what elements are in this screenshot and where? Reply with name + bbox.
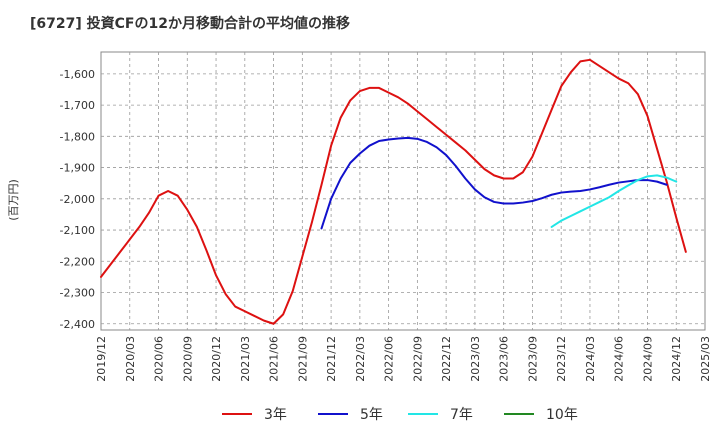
y-tick-label: -2,400 [60, 318, 95, 331]
x-tick-label: 2020/06 [153, 336, 166, 382]
x-tick-label: 2022/09 [411, 336, 424, 382]
x-tick-label: 2022/12 [440, 336, 453, 382]
x-tick-label: 2024/06 [613, 336, 626, 382]
x-tick-label: 2023/12 [555, 336, 568, 382]
grid-lines [101, 52, 705, 330]
series-line-5年 [320, 136, 668, 230]
x-tick-label: 2022/03 [354, 336, 367, 382]
x-tick-label: 2025/03 [699, 336, 712, 382]
series-lines [100, 58, 687, 325]
x-tick-label: 2019/12 [95, 336, 108, 382]
x-axis-ticks: 2019/12 2020/03 2020/06 2020/09 2020/12 2021/… [95, 336, 712, 382]
y-tick-label: -1,600 [60, 68, 95, 81]
y-axis-label: (百万円) [7, 179, 20, 221]
y-axis-ticks: -2,400 -2,300 -2,200 -2,100 -2,000 -1,900 -1,8… [60, 68, 95, 331]
legend-label: 5年 [360, 407, 383, 423]
x-tick-label: 2024/03 [584, 336, 597, 382]
legend-label: 10年 [546, 407, 578, 423]
x-tick-label: 2020/09 [181, 336, 194, 382]
x-tick-label: 2023/09 [526, 336, 539, 382]
chart-title: [6727] 投資CFの12か月移動合計の平均値の推移 [30, 15, 350, 32]
x-tick-label: 2024/09 [641, 336, 654, 382]
x-tick-label: 2023/03 [469, 336, 482, 382]
x-tick-label: 2021/09 [296, 336, 309, 382]
legend-label: 7年 [450, 407, 473, 423]
y-tick-label: -2,200 [60, 255, 95, 268]
y-tick-label: -1,800 [60, 130, 95, 143]
x-tick-label: 2024/12 [670, 336, 683, 382]
y-tick-label: -2,100 [60, 224, 95, 237]
y-tick-label: -1,900 [60, 162, 95, 175]
x-tick-label: 2021/12 [325, 336, 338, 382]
series-line-3年 [100, 58, 687, 325]
x-tick-label: 2021/06 [268, 336, 281, 382]
y-tick-label: -2,300 [60, 287, 95, 300]
legend: 3年 5年 7年 10年 [222, 407, 578, 423]
x-tick-label: 2020/12 [210, 336, 223, 382]
plot-area [100, 51, 706, 331]
x-tick-label: 2023/06 [498, 336, 511, 382]
x-tick-label: 2021/03 [239, 336, 252, 382]
legend-label: 3年 [264, 407, 287, 423]
series-line-7年 [550, 174, 678, 228]
y-tick-label: -1,700 [60, 99, 95, 112]
y-tick-label: -2,000 [60, 193, 95, 206]
x-tick-label: 2022/06 [383, 336, 396, 382]
x-tick-label: 2020/03 [124, 336, 137, 382]
